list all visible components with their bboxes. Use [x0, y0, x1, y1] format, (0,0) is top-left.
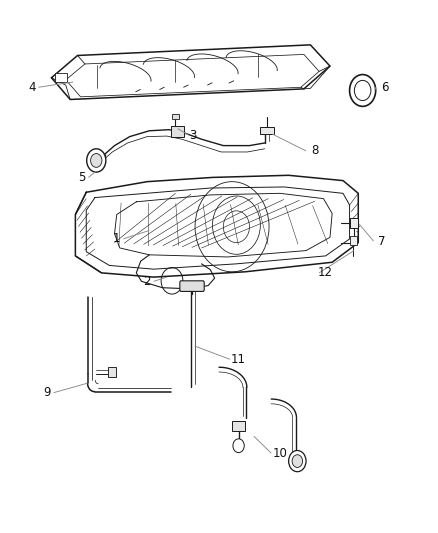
Circle shape	[91, 154, 102, 167]
Text: 4: 4	[28, 81, 35, 94]
Text: 7: 7	[378, 235, 386, 247]
Circle shape	[354, 80, 371, 101]
Text: 10: 10	[272, 447, 287, 459]
Circle shape	[233, 439, 244, 453]
Text: 1: 1	[113, 232, 120, 245]
Text: 11: 11	[231, 353, 246, 366]
Text: 5: 5	[78, 171, 85, 184]
FancyBboxPatch shape	[108, 367, 116, 377]
FancyBboxPatch shape	[260, 126, 274, 134]
Text: 8: 8	[311, 144, 318, 157]
Circle shape	[87, 149, 106, 172]
Text: 3: 3	[189, 128, 197, 141]
Circle shape	[350, 75, 376, 107]
FancyBboxPatch shape	[350, 236, 357, 245]
FancyBboxPatch shape	[350, 217, 358, 228]
Text: 2: 2	[143, 275, 151, 288]
FancyBboxPatch shape	[171, 126, 184, 136]
Text: 12: 12	[318, 266, 333, 279]
Text: 9: 9	[43, 386, 51, 399]
Circle shape	[289, 450, 306, 472]
FancyBboxPatch shape	[232, 421, 245, 431]
FancyBboxPatch shape	[180, 281, 204, 292]
Text: 6: 6	[381, 81, 388, 94]
Circle shape	[292, 455, 303, 467]
FancyBboxPatch shape	[55, 74, 67, 82]
FancyBboxPatch shape	[172, 114, 179, 119]
